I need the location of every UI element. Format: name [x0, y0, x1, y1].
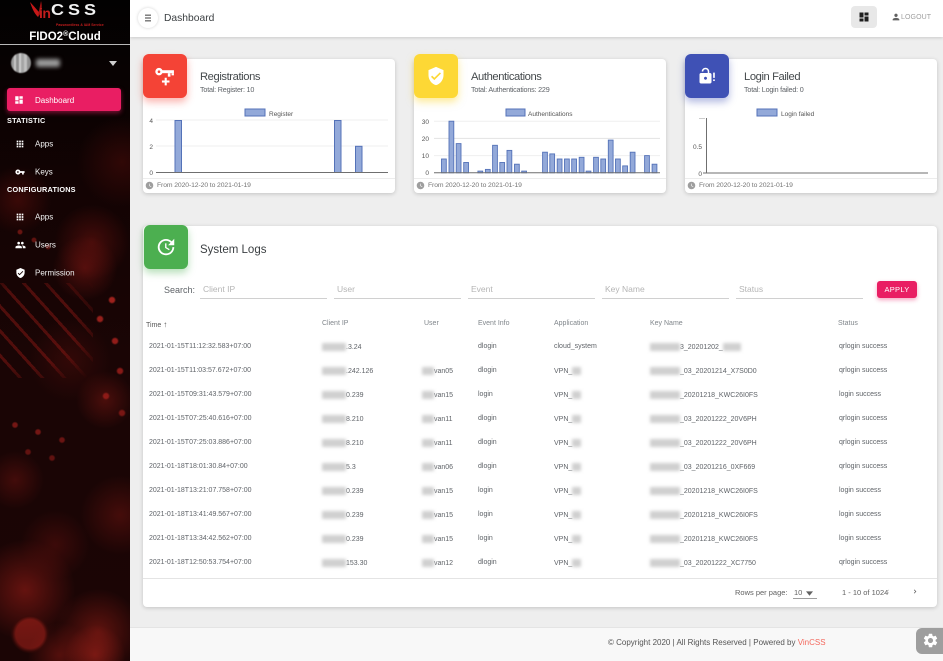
svg-text:Register: Register [269, 111, 294, 118]
svg-text:0.5: 0.5 [693, 144, 702, 151]
svg-text:20: 20 [422, 136, 430, 143]
svg-text:0: 0 [149, 170, 153, 177]
svg-text:0: 0 [698, 171, 702, 178]
svg-text:2: 2 [149, 144, 153, 151]
svg-text:Authentications: Authentications [528, 111, 573, 118]
svg-text:4: 4 [149, 118, 153, 125]
svg-text:Login failed: Login failed [781, 111, 815, 118]
svg-text:0: 0 [425, 170, 429, 177]
svg-text:10: 10 [422, 153, 430, 160]
svg-text:30: 30 [422, 119, 430, 126]
